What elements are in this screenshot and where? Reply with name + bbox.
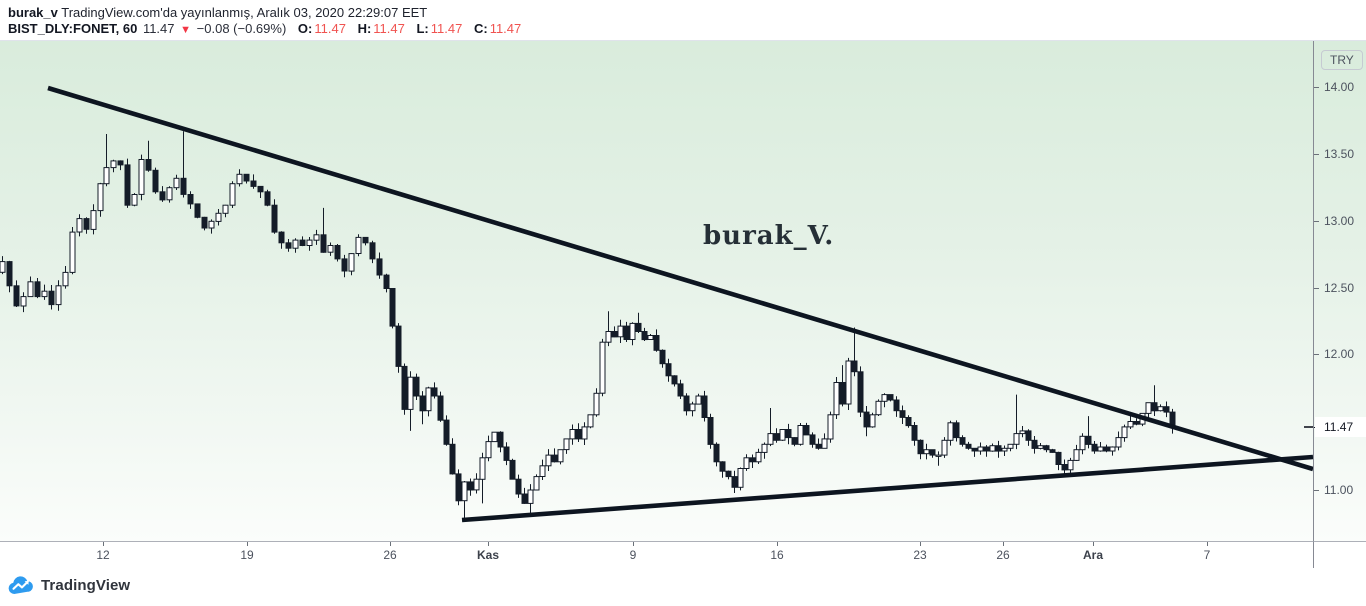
price-tick <box>1314 87 1319 88</box>
price-tick-label: 12.50 <box>1324 281 1355 295</box>
published-text: TradingView.com'da yayınlanmış, Aralık 0… <box>61 5 428 20</box>
chart-pane[interactable]: burak_V. <box>0 41 1313 541</box>
time-day-label: 12 <box>96 548 110 562</box>
price-axis[interactable]: TRY 14.00 13.50 13.00 12.50 12.00 11.00 11.47 <box>1313 41 1366 541</box>
time-month-label: Ara <box>1082 548 1104 562</box>
time-tick <box>633 542 634 546</box>
time-tick <box>1093 542 1094 546</box>
time-day-label: 7 <box>1203 548 1211 562</box>
time-tick <box>247 542 248 546</box>
symbol-interval: BIST_DLY:FONET, 60 <box>8 21 138 36</box>
time-day-label: 16 <box>770 548 784 562</box>
price-tick <box>1314 154 1319 155</box>
price-tick-label: 12.00 <box>1324 347 1355 361</box>
time-day-label: 26 <box>996 548 1010 562</box>
last-price-label: 11.47 <box>1315 417 1366 437</box>
author-watermark: burak_V. <box>703 221 835 251</box>
footer: TradingView <box>0 568 1366 606</box>
time-month-label: Kas <box>476 548 500 562</box>
symbol-legend: BIST_DLY:FONET, 60 11.47 ▼ −0.08 (−0.69%… <box>8 21 523 36</box>
price-tick-label: 14.00 <box>1324 80 1355 94</box>
last-value: 11.47 <box>142 21 175 36</box>
currency-badge: TRY <box>1321 50 1363 70</box>
down-arrow-icon: ▼ <box>180 24 192 36</box>
open-label: O: <box>297 21 313 36</box>
time-tick <box>1003 542 1004 546</box>
username: burak_v <box>8 5 58 20</box>
time-day-label: 26 <box>383 548 397 562</box>
tradingview-logo-link[interactable]: TradingView <box>8 576 130 595</box>
price-tick-label: 11.00 <box>1324 483 1354 497</box>
close-label: C: <box>473 21 488 36</box>
time-day-label: 19 <box>240 548 254 562</box>
price-tick-label: 13.50 <box>1324 147 1355 161</box>
candlestick-svg <box>0 85 1313 523</box>
time-tick <box>920 542 921 546</box>
publish-info: burak_v TradingView.com'da yayınlanmış, … <box>8 5 427 20</box>
open-value: 11.47 <box>314 21 346 36</box>
price-tick <box>1314 354 1319 355</box>
low-value: 11.47 <box>430 21 463 36</box>
header: burak_v TradingView.com'da yayınlanmış, … <box>0 0 1366 40</box>
price-tick <box>1314 490 1319 491</box>
axis-corner-cell <box>1313 541 1366 569</box>
time-tick <box>390 542 391 546</box>
time-tick <box>777 542 778 546</box>
time-day-label: 23 <box>913 548 927 562</box>
price-tick <box>1314 288 1319 289</box>
high-value: 11.47 <box>373 21 405 36</box>
price-tick-label: 13.00 <box>1324 214 1355 228</box>
tradingview-brand-text: TradingView <box>41 577 131 594</box>
change-text: −0.08 (−0.69%) <box>196 21 287 36</box>
high-label: H: <box>357 21 372 36</box>
chart-area: burak_V. TRY 14.00 13.50 13.00 12.50 12.00 11… <box>0 40 1366 569</box>
time-axis[interactable]: 12 19 26 Kas 9 16 23 26 Ara 7 <box>0 541 1313 569</box>
chart-background <box>0 41 1366 541</box>
price-tick <box>1314 221 1319 222</box>
low-label: L: <box>416 21 429 36</box>
close-value: 11.47 <box>489 21 522 36</box>
tradingview-cloud-icon <box>8 576 33 594</box>
time-tick <box>488 542 489 546</box>
time-tick <box>1207 542 1208 546</box>
time-tick <box>103 542 104 546</box>
time-day-label: 9 <box>629 548 637 562</box>
